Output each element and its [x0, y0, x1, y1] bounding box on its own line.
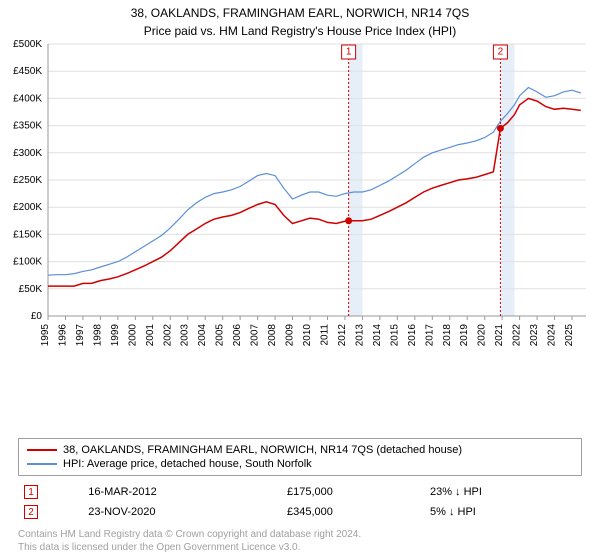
svg-text:£200K: £200K [13, 202, 42, 213]
svg-text:2008: 2008 [267, 324, 278, 347]
svg-text:£150K: £150K [13, 229, 42, 240]
legend-item: HPI: Average price, detached house, Sout… [27, 457, 573, 471]
event-delta: 23% ↓ HPI [424, 482, 582, 502]
svg-text:2007: 2007 [250, 324, 261, 347]
event-marker-cell: 1 [18, 482, 82, 502]
svg-text:2009: 2009 [285, 324, 296, 347]
footer-line-1: Contains HM Land Registry data © Crown c… [18, 528, 582, 541]
event-marker: 1 [24, 485, 38, 499]
svg-text:2018: 2018 [442, 324, 453, 347]
svg-text:£0: £0 [31, 311, 43, 322]
event-date: 23-NOV-2020 [82, 502, 281, 522]
chart-area: £0 £50K £100K £150K £200K £250K £300K £350K £400… [0, 38, 600, 432]
svg-text:2005: 2005 [215, 324, 226, 347]
svg-text:1997: 1997 [75, 324, 86, 347]
svg-text:2006: 2006 [232, 324, 243, 347]
svg-text:2: 2 [498, 47, 504, 58]
page-root: 38, OAKLANDS, FRAMINGHAM EARL, NORWICH, … [0, 0, 600, 560]
svg-text:2004: 2004 [197, 324, 208, 347]
svg-text:2000: 2000 [127, 324, 138, 347]
svg-text:2013: 2013 [354, 324, 365, 347]
svg-text:£450K: £450K [13, 66, 42, 77]
svg-text:1999: 1999 [110, 324, 121, 347]
svg-text:2011: 2011 [319, 324, 330, 346]
svg-text:1995: 1995 [40, 324, 51, 347]
svg-text:2021: 2021 [494, 324, 505, 347]
legend: 38, OAKLANDS, FRAMINGHAM EARL, NORWICH, … [18, 438, 582, 476]
event-delta: 5% ↓ HPI [424, 502, 582, 522]
svg-text:£50K: £50K [19, 284, 43, 295]
legend-swatch [27, 449, 57, 451]
svg-text:£300K: £300K [13, 148, 42, 159]
svg-text:2010: 2010 [302, 324, 313, 347]
svg-text:2024: 2024 [547, 324, 558, 347]
event-date: 16-MAR-2012 [82, 482, 281, 502]
svg-text:2019: 2019 [459, 324, 470, 347]
svg-text:£350K: £350K [13, 121, 42, 132]
svg-text:2016: 2016 [407, 324, 418, 347]
event-price: £345,000 [281, 502, 424, 522]
svg-text:1996: 1996 [57, 324, 68, 347]
chart-title: 38, OAKLANDS, FRAMINGHAM EARL, NORWICH, … [10, 6, 590, 20]
svg-text:£500K: £500K [13, 39, 42, 50]
event-marker: 2 [24, 505, 38, 519]
svg-text:2014: 2014 [372, 324, 383, 347]
chart-svg: £0 £50K £100K £150K £200K £250K £300K £350K £400… [0, 38, 600, 358]
svg-text:1: 1 [346, 47, 352, 58]
svg-text:2015: 2015 [389, 324, 400, 347]
event-price: £175,000 [281, 482, 424, 502]
event-marker-cell: 2 [18, 502, 82, 522]
legend-label: 38, OAKLANDS, FRAMINGHAM EARL, NORWICH, … [63, 444, 462, 456]
event-row: 2 23-NOV-2020£345,0005% ↓ HPI [18, 502, 582, 522]
svg-text:2025: 2025 [564, 324, 575, 347]
svg-text:2003: 2003 [180, 324, 191, 347]
svg-text:2022: 2022 [512, 324, 523, 347]
footer-line-2: This data is licensed under the Open Gov… [18, 541, 582, 554]
svg-text:2012: 2012 [337, 324, 348, 347]
chart-subtitle: Price paid vs. HM Land Registry's House … [10, 20, 590, 38]
svg-text:2020: 2020 [477, 324, 488, 347]
legend-swatch [27, 463, 57, 465]
svg-text:£400K: £400K [13, 93, 42, 104]
svg-text:2001: 2001 [145, 324, 156, 347]
svg-text:£250K: £250K [13, 175, 42, 186]
svg-text:2002: 2002 [162, 324, 173, 347]
svg-text:2017: 2017 [424, 324, 435, 347]
legend-item: 38, OAKLANDS, FRAMINGHAM EARL, NORWICH, … [27, 443, 573, 457]
svg-text:2023: 2023 [529, 324, 540, 347]
svg-text:£100K: £100K [13, 257, 42, 268]
event-row: 1 16-MAR-2012£175,00023% ↓ HPI [18, 482, 582, 502]
title-block: 38, OAKLANDS, FRAMINGHAM EARL, NORWICH, … [0, 0, 600, 38]
svg-text:1998: 1998 [92, 324, 103, 347]
events-table: 1 16-MAR-2012£175,00023% ↓ HPI 2 23-NOV-202… [18, 482, 582, 522]
legend-label: HPI: Average price, detached house, Sout… [63, 458, 312, 470]
footer-note: Contains HM Land Registry data © Crown c… [18, 528, 582, 554]
